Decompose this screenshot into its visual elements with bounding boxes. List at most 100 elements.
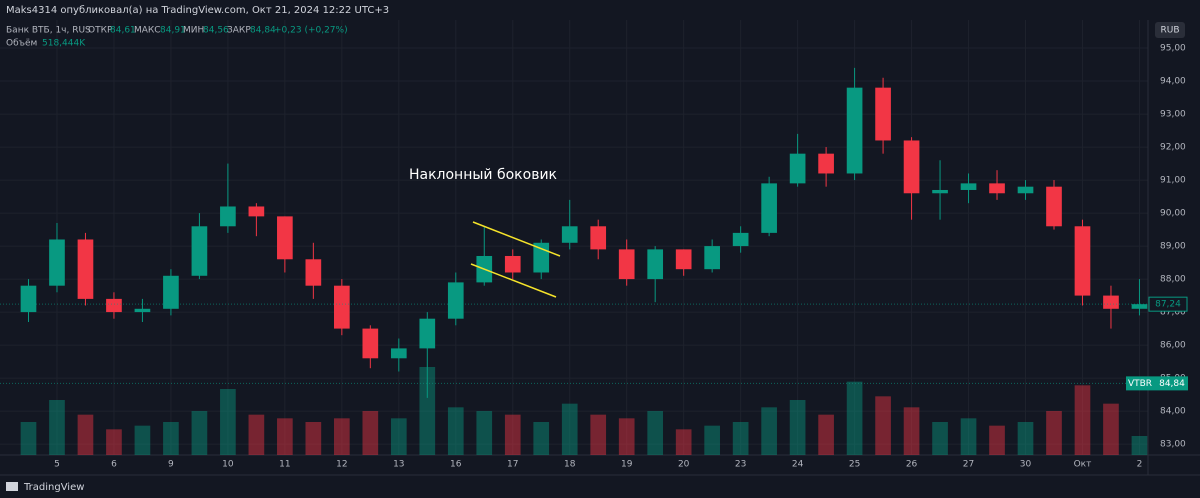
x-tick-label: 11 xyxy=(279,460,290,470)
x-tick-label: 27 xyxy=(963,460,974,470)
last-price-label: 87,24 xyxy=(1155,300,1181,310)
candle-body xyxy=(334,285,350,329)
volume-bar xyxy=(476,411,493,455)
legend-high-label: МАКС xyxy=(134,26,161,36)
publisher: Maks4314 опубликовал(а) на TradingView.c… xyxy=(6,5,389,16)
volume-bar xyxy=(362,411,379,455)
legend-open-label: ОТКР xyxy=(88,26,113,36)
y-tick-label: 89,00 xyxy=(1160,242,1186,252)
x-tick-label: 23 xyxy=(735,460,746,470)
candle-body xyxy=(818,153,834,174)
volume-bar xyxy=(163,422,179,455)
candle-body xyxy=(220,206,236,227)
volume-bar xyxy=(675,429,692,455)
volume-bar xyxy=(761,407,777,455)
last-price-box xyxy=(1148,296,1188,312)
volume-bar xyxy=(818,414,834,455)
logo-icon xyxy=(6,482,18,491)
volume-bar xyxy=(1074,385,1091,455)
y-tick-label: 87,00 xyxy=(1160,308,1186,318)
x-tick-label: 26 xyxy=(906,460,918,470)
volume-bar xyxy=(561,403,578,455)
legend-close-label: ЗАКР xyxy=(227,26,251,36)
x-tick-label: 19 xyxy=(621,460,633,470)
volume-bar xyxy=(903,407,920,455)
volume-bar xyxy=(106,429,122,455)
volume-bar xyxy=(732,422,749,455)
x-tick-label: 5 xyxy=(54,460,60,470)
volume-bar xyxy=(191,411,208,455)
candle-body xyxy=(590,226,607,250)
x-tick-label: 30 xyxy=(1020,460,1032,470)
volume-bar xyxy=(220,389,236,455)
volume-bar xyxy=(704,425,720,455)
channel-upper xyxy=(472,221,561,257)
candle-body xyxy=(1103,295,1119,309)
candle-body xyxy=(504,255,521,273)
legend-low-label: МИН xyxy=(183,26,204,36)
currency-box[interactable] xyxy=(1155,22,1185,38)
volume-bar xyxy=(504,414,521,455)
compare-name: VTBR xyxy=(1128,379,1152,389)
candle-body xyxy=(362,328,379,359)
legend: Банк ВТБ, 1ч, RUS ОТКР 84,61 МАКС 84,91 … xyxy=(6,26,348,49)
x-tick-label: 2 xyxy=(1137,460,1143,470)
volume-bar xyxy=(932,422,948,455)
legend-volume-label: Объём xyxy=(6,39,37,49)
channel-lower xyxy=(470,263,557,298)
candle-body xyxy=(20,285,37,313)
x-tick-label: 20 xyxy=(678,460,690,470)
currency[interactable]: RUB xyxy=(1160,26,1179,36)
candle-body xyxy=(704,246,720,270)
annotation: Наклонный боковик xyxy=(409,167,557,183)
candle-body xyxy=(960,183,977,190)
volume-bar xyxy=(1046,411,1062,455)
candle-body xyxy=(77,239,94,299)
candle-body xyxy=(732,232,749,247)
x-tick-label: 24 xyxy=(792,460,804,470)
candle-body xyxy=(1046,186,1062,227)
y-tick-label: 86,00 xyxy=(1160,341,1186,351)
volume-bar xyxy=(1017,422,1034,455)
volume-bar xyxy=(390,418,407,455)
x-tick-label: Окт xyxy=(1074,460,1092,470)
volume-bar xyxy=(618,418,635,455)
legend-close: 84,84 xyxy=(250,26,276,36)
y-tick-label: 91,00 xyxy=(1160,176,1186,186)
y-tick-label: 92,00 xyxy=(1160,143,1186,153)
legend-volume: 518,444K xyxy=(42,39,86,49)
footer-logo: TradingView xyxy=(6,482,84,493)
candle-body xyxy=(761,183,777,233)
y-tick-label: 93,00 xyxy=(1160,110,1186,120)
volume-bar xyxy=(647,411,664,455)
candle-body xyxy=(903,140,920,194)
candle-body xyxy=(647,249,664,280)
volume-bar xyxy=(447,407,464,455)
y-tick-label: 94,00 xyxy=(1160,77,1186,87)
candle-body xyxy=(932,189,948,194)
candle-body xyxy=(191,226,208,276)
candle-body xyxy=(248,206,265,217)
legend-change: +0,23 (+0,27%) xyxy=(274,26,348,36)
volume-bar xyxy=(305,422,322,455)
candle-body xyxy=(875,87,891,141)
volume-bar xyxy=(960,418,977,455)
legend-low: 84,56 xyxy=(203,26,229,36)
x-tick-label: 17 xyxy=(507,460,518,470)
volume-bar xyxy=(277,418,293,455)
candle-body xyxy=(163,275,179,309)
x-tick-label: 9 xyxy=(168,460,174,470)
x-tick-label: 10 xyxy=(222,460,234,470)
candle-body xyxy=(561,226,578,243)
volume-bar xyxy=(248,414,265,455)
volume-bar xyxy=(419,367,436,455)
x-tick-label: 18 xyxy=(564,460,576,470)
x-tick-label: 12 xyxy=(336,460,347,470)
volume-bar xyxy=(49,400,65,455)
y-tick-label: 95,00 xyxy=(1160,44,1186,54)
candle-body xyxy=(1074,226,1091,296)
x-tick-label: 16 xyxy=(450,460,462,470)
volume-bar xyxy=(590,414,607,455)
candle-body xyxy=(789,153,806,184)
